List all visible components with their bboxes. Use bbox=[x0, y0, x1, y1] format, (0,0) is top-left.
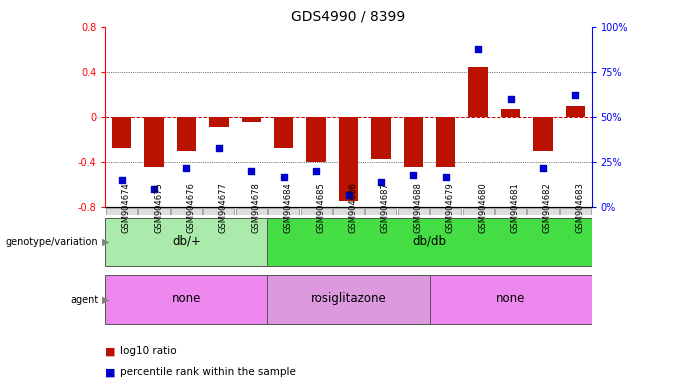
Text: GSM904679: GSM904679 bbox=[446, 183, 455, 233]
Text: GSM904674: GSM904674 bbox=[122, 183, 131, 233]
Point bbox=[148, 186, 159, 192]
Point bbox=[343, 192, 354, 198]
FancyBboxPatch shape bbox=[495, 207, 526, 215]
Bar bbox=[177, 117, 196, 151]
FancyBboxPatch shape bbox=[462, 207, 494, 215]
FancyBboxPatch shape bbox=[203, 207, 235, 215]
FancyBboxPatch shape bbox=[267, 275, 430, 324]
Point bbox=[570, 93, 581, 99]
Text: GSM904687: GSM904687 bbox=[381, 182, 390, 233]
FancyBboxPatch shape bbox=[430, 275, 592, 324]
Point bbox=[181, 165, 192, 171]
Text: GSM904685: GSM904685 bbox=[316, 183, 325, 233]
FancyBboxPatch shape bbox=[430, 207, 461, 215]
Text: GSM904686: GSM904686 bbox=[348, 182, 358, 233]
FancyBboxPatch shape bbox=[528, 207, 558, 215]
FancyBboxPatch shape bbox=[560, 207, 591, 215]
Point bbox=[375, 179, 386, 185]
Text: GSM904683: GSM904683 bbox=[575, 182, 584, 233]
Bar bbox=[566, 106, 585, 117]
Text: ■: ■ bbox=[105, 367, 120, 377]
FancyBboxPatch shape bbox=[301, 207, 332, 215]
Bar bbox=[112, 117, 131, 147]
FancyBboxPatch shape bbox=[333, 207, 364, 215]
Point bbox=[311, 168, 322, 174]
Text: none: none bbox=[172, 292, 201, 305]
FancyBboxPatch shape bbox=[105, 275, 267, 324]
Text: rosiglitazone: rosiglitazone bbox=[311, 292, 386, 305]
Point bbox=[116, 177, 127, 184]
Text: ■: ■ bbox=[105, 346, 120, 356]
Text: GSM904688: GSM904688 bbox=[413, 182, 422, 233]
Text: GSM904678: GSM904678 bbox=[252, 182, 260, 233]
Text: GSM904681: GSM904681 bbox=[511, 183, 520, 233]
Bar bbox=[274, 117, 293, 147]
Text: genotype/variation: genotype/variation bbox=[6, 237, 99, 247]
Text: GSM904676: GSM904676 bbox=[186, 182, 195, 233]
Bar bbox=[404, 117, 423, 167]
Text: agent: agent bbox=[70, 295, 99, 305]
FancyBboxPatch shape bbox=[236, 207, 267, 215]
Text: GSM904684: GSM904684 bbox=[284, 183, 292, 233]
FancyBboxPatch shape bbox=[268, 207, 299, 215]
Bar bbox=[339, 117, 358, 200]
Bar bbox=[501, 109, 520, 117]
Text: GSM904675: GSM904675 bbox=[154, 183, 163, 233]
FancyBboxPatch shape bbox=[105, 218, 267, 266]
Text: GSM904682: GSM904682 bbox=[543, 183, 552, 233]
FancyBboxPatch shape bbox=[139, 207, 169, 215]
Bar bbox=[307, 117, 326, 162]
Text: log10 ratio: log10 ratio bbox=[120, 346, 177, 356]
FancyBboxPatch shape bbox=[171, 207, 202, 215]
Text: GSM904680: GSM904680 bbox=[478, 183, 487, 233]
Point bbox=[246, 168, 257, 174]
FancyBboxPatch shape bbox=[267, 218, 592, 266]
Bar bbox=[533, 117, 553, 151]
Point bbox=[537, 165, 548, 171]
Point bbox=[408, 172, 419, 178]
Bar bbox=[241, 117, 261, 122]
Point bbox=[278, 174, 289, 180]
Text: none: none bbox=[496, 292, 525, 305]
Bar bbox=[469, 68, 488, 117]
Bar bbox=[371, 117, 390, 159]
Text: GSM904677: GSM904677 bbox=[219, 182, 228, 233]
Point bbox=[473, 45, 483, 51]
Text: db/+: db/+ bbox=[172, 234, 201, 247]
Point bbox=[505, 96, 516, 102]
Point bbox=[214, 145, 224, 151]
Text: ▶: ▶ bbox=[102, 237, 109, 247]
Text: GDS4990 / 8399: GDS4990 / 8399 bbox=[291, 9, 406, 23]
Point bbox=[441, 174, 452, 180]
Text: db/db: db/db bbox=[413, 234, 447, 247]
FancyBboxPatch shape bbox=[106, 207, 137, 215]
Bar bbox=[144, 117, 164, 167]
FancyBboxPatch shape bbox=[398, 207, 429, 215]
Bar bbox=[209, 117, 228, 127]
Text: percentile rank within the sample: percentile rank within the sample bbox=[120, 367, 296, 377]
Bar bbox=[436, 117, 456, 167]
Text: ▶: ▶ bbox=[102, 295, 109, 305]
FancyBboxPatch shape bbox=[365, 207, 396, 215]
